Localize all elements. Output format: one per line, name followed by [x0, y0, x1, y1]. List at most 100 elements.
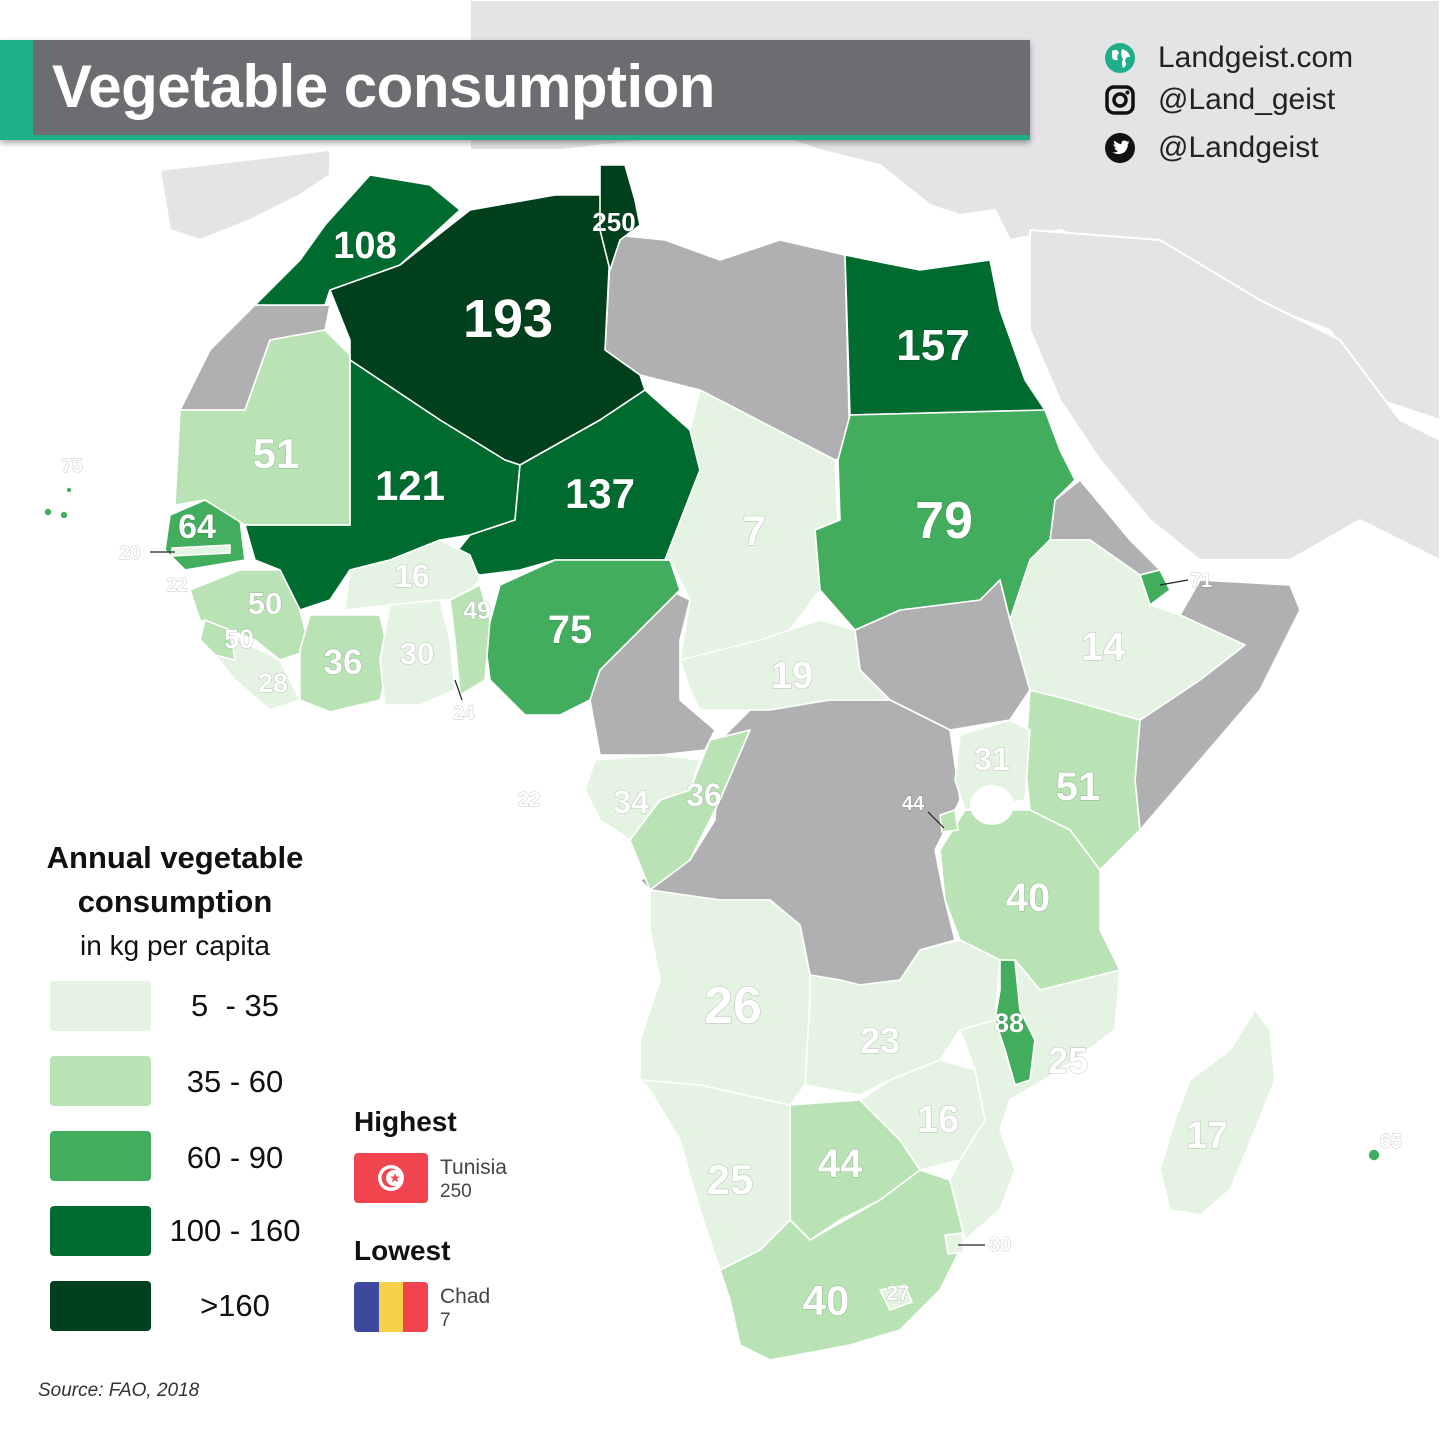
- value-label-algeria: 193: [463, 289, 553, 349]
- legend-label-1: 5 - 35: [191, 988, 279, 1023]
- region-tunisia: [599, 164, 641, 271]
- value-label-egypt: 157: [896, 321, 969, 370]
- region-namibia: [639, 1079, 791, 1271]
- legend-swatch-3: [50, 1131, 151, 1181]
- region-gabon: [584, 754, 701, 841]
- instagram-icon: [1105, 85, 1135, 115]
- value-label-car: 19: [771, 655, 813, 697]
- value-label-ghana: 30: [400, 636, 434, 671]
- value-label-burkina-faso: 16: [394, 558, 430, 594]
- value-label-kenya: 51: [1056, 765, 1101, 809]
- region-morocco: [254, 174, 461, 306]
- region-mauritius: [1367, 1148, 1381, 1162]
- value-label-djibouti: 71: [1190, 570, 1212, 592]
- value-label-tanzania: 40: [1006, 876, 1051, 920]
- title-bar: Vegetable consumption: [0, 40, 1030, 140]
- twitter-text: @Landgeist: [1158, 131, 1319, 164]
- value-label-sao-tome: 22: [518, 789, 540, 811]
- value-label-mozambique: 25: [1048, 1040, 1088, 1081]
- legend-swatch-1: [50, 981, 151, 1031]
- region-rwanda: [939, 809, 959, 833]
- value-label-gambia: 20: [119, 543, 140, 564]
- value-label-nigeria: 75: [548, 608, 593, 652]
- legend-label-3: 60 - 90: [186, 1140, 284, 1175]
- region-ethiopia: [1009, 539, 1246, 721]
- legend-title-line1: Annual vegetable: [46, 840, 304, 875]
- value-label-malawi: 88: [994, 1008, 1024, 1038]
- value-label-rwanda: 44: [902, 793, 925, 815]
- legend-swatch-2: [50, 1056, 151, 1106]
- countries: [43, 164, 1381, 1361]
- title-accent: [0, 40, 33, 140]
- instagram-text: @Land_geist: [1158, 83, 1336, 116]
- value-label-sierra-leone: 50: [224, 624, 254, 654]
- region-uganda: [954, 719, 1031, 811]
- value-label-guinea-bissau: 22: [166, 575, 187, 596]
- tunisia-flag-icon: [354, 1153, 428, 1203]
- value-label-cote-divoire: 36: [324, 643, 363, 682]
- region-mauritania: [174, 329, 351, 526]
- value-label-congo: 36: [686, 777, 722, 813]
- value-label-mauritania: 51: [253, 430, 300, 477]
- region-togo-benin: [449, 584, 491, 696]
- value-label-madagascar: 17: [1186, 1115, 1228, 1157]
- value-label-south-africa: 40: [803, 1277, 850, 1324]
- leader-lines: [150, 551, 1189, 1246]
- value-label-morocco: 108: [333, 225, 396, 267]
- value-label-senegal: 64: [178, 508, 216, 546]
- source-note: Source: FAO, 2018: [38, 1380, 200, 1401]
- value-label-namibia: 25: [707, 1156, 754, 1203]
- legend-label-5: >160: [200, 1288, 270, 1323]
- value-label-mali: 121: [375, 462, 445, 509]
- region-ghana: [379, 599, 456, 706]
- highest-heading: Highest: [354, 1106, 457, 1137]
- value-labels: 250 108 193 157 51 121 137 7 79 75 64 20…: [61, 207, 1403, 1325]
- title-underline: [33, 135, 1030, 140]
- lowest-country: Chad: [440, 1285, 491, 1308]
- value-label-eswatini: 30: [989, 1234, 1011, 1256]
- lake-victoria: [970, 785, 1014, 825]
- brand-website[interactable]: Landgeist.com: [1104, 38, 1434, 78]
- value-label-angola: 26: [704, 977, 762, 1035]
- value-label-zimbabwe: 16: [917, 1099, 959, 1141]
- lowest-value: 7: [440, 1310, 451, 1331]
- legend-label-4: 100 - 160: [169, 1213, 301, 1248]
- value-label-uganda: 31: [974, 741, 1010, 777]
- region-car: [679, 619, 891, 711]
- region-nigeria: [484, 559, 681, 716]
- highest-value: 250: [440, 1181, 472, 1202]
- brand-instagram[interactable]: @Land_geist: [1104, 80, 1434, 120]
- legend-title-line2: consumption: [77, 884, 273, 919]
- twitter-icon: [1105, 133, 1135, 163]
- chad-flag-icon: [354, 1282, 428, 1332]
- value-label-lesotho: 27: [886, 1282, 909, 1305]
- region-lesotho: [879, 1284, 913, 1311]
- region-mozambique: [949, 959, 1121, 1241]
- legend-swatch-4: [50, 1206, 151, 1256]
- value-label-gabon: 34: [613, 784, 649, 820]
- value-label-chad: 7: [742, 507, 765, 554]
- value-label-sudan: 79: [915, 492, 973, 550]
- legend-label-2: 35 - 60: [186, 1064, 284, 1099]
- region-cote-divoire: [299, 614, 391, 713]
- region-gambia: [171, 544, 231, 557]
- value-label-botswana: 44: [818, 1142, 863, 1186]
- value-label-ethiopia: 14: [1081, 625, 1126, 669]
- globe-icon: [1105, 43, 1135, 73]
- region-sierra-leone: [199, 619, 236, 661]
- website-text: Landgeist.com: [1158, 41, 1354, 74]
- region-madagascar: [1159, 1009, 1276, 1216]
- lowest-heading: Lowest: [354, 1235, 451, 1266]
- legend-swatch-5: [50, 1281, 151, 1331]
- value-label-togo: 24: [453, 703, 475, 724]
- value-label-liberia: 28: [258, 668, 288, 698]
- value-label-niger: 137: [565, 470, 635, 517]
- region-cabo-verde: [43, 486, 73, 520]
- value-label-mauritius: 65: [1380, 1131, 1402, 1153]
- legend-subtitle: in kg per capita: [80, 930, 270, 961]
- value-label-cabo-verde: 75: [61, 456, 83, 477]
- brand-twitter[interactable]: @Landgeist: [1104, 128, 1434, 168]
- region-eswatini: [944, 1232, 965, 1255]
- value-label-tunisia: 250: [592, 207, 635, 237]
